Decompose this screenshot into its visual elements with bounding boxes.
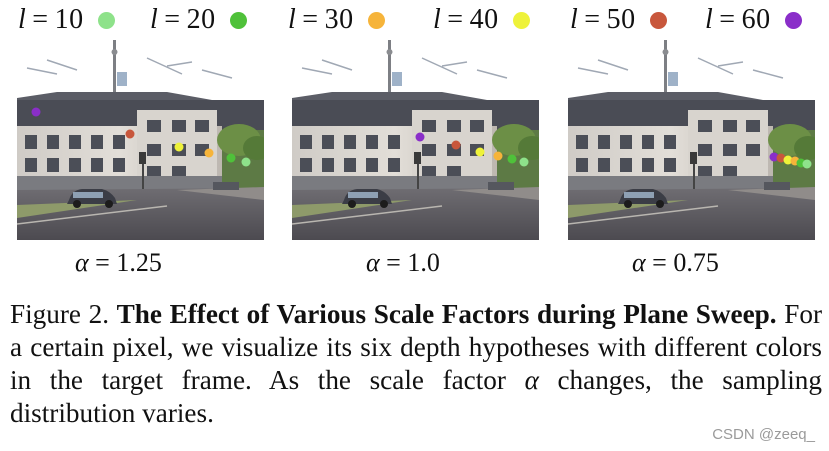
legend-var: l (288, 4, 297, 35)
hypothesis-l60 (769, 152, 779, 162)
alpha-eq: = (652, 248, 667, 277)
legend-eq: = (32, 4, 49, 35)
legend-item-l30: l = 30 (288, 4, 385, 36)
depth-hypothesis-legend: l = 10 l = 20 l = 30 l = 40 l = 50 l = 60 (0, 0, 829, 40)
caption-title: The Effect of Various Scale Factors duri… (116, 299, 777, 329)
legend-var: l (150, 4, 159, 35)
hypothesis-l30 (493, 151, 503, 161)
panel-alpha-1-25 (17, 40, 264, 240)
alpha-label: α = 1.0 (366, 248, 440, 278)
legend-eq: = (164, 4, 181, 35)
csdn-watermark: CSDN @zeeq_ (712, 426, 815, 443)
hypothesis-l20 (226, 153, 236, 163)
alpha-value: 1.25 (116, 248, 162, 277)
legend-value: 20 (186, 4, 216, 35)
alpha-eq: = (95, 248, 110, 277)
alpha-value: 1.0 (407, 248, 440, 277)
legend-item-l20: l = 20 (150, 4, 247, 36)
hypothesis-l40 (783, 155, 793, 165)
alpha-eq: = (386, 248, 401, 277)
street-scene-image (568, 40, 815, 240)
hypothesis-l20 (507, 154, 517, 164)
legend-value: 30 (324, 4, 354, 35)
hypothesis-l10 (802, 159, 812, 169)
hypothesis-l40 (475, 147, 485, 157)
hypothesis-l60 (415, 132, 425, 142)
alpha-value: 0.75 (673, 248, 719, 277)
legend-eq: = (719, 4, 736, 35)
alpha-symbol: α (366, 248, 380, 277)
legend-var: l (705, 4, 714, 35)
caption-body-1: For a certain pixel, we visualize its si… (10, 299, 822, 395)
legend-dot (784, 11, 802, 29)
legend-var: l (570, 4, 579, 35)
hypothesis-l40 (174, 142, 184, 152)
street-scene-image (292, 40, 539, 240)
legend-dot (649, 11, 667, 29)
alpha-symbol: α (75, 248, 89, 277)
figure-caption: Figure 2. The Effect of Various Scale Fa… (10, 298, 822, 430)
hypothesis-l10 (241, 157, 251, 167)
legend-eq: = (584, 4, 601, 35)
legend-var: l (433, 4, 442, 35)
street-scene-image (17, 40, 264, 240)
hypothesis-l50 (125, 129, 135, 139)
legend-eq: = (302, 4, 319, 35)
alpha-label: α = 0.75 (632, 248, 719, 278)
hypothesis-l10 (519, 157, 529, 167)
legend-dot (97, 11, 115, 29)
legend-var: l (18, 4, 27, 35)
legend-value: 50 (606, 4, 636, 35)
legend-dot (367, 11, 385, 29)
hypothesis-l30 (204, 148, 214, 158)
alpha-symbol: α (632, 248, 646, 277)
legend-value: 60 (741, 4, 771, 35)
legend-item-l60: l = 60 (705, 4, 802, 36)
alpha-label: α = 1.25 (75, 248, 162, 278)
hypothesis-l50 (776, 153, 786, 163)
legend-dot (512, 11, 530, 29)
legend-value: 40 (469, 4, 499, 35)
legend-eq: = (447, 4, 464, 35)
legend-dot (229, 11, 247, 29)
legend-value: 10 (54, 4, 84, 35)
legend-item-l50: l = 50 (570, 4, 667, 36)
legend-item-l10: l = 10 (18, 4, 115, 36)
hypothesis-l60 (31, 107, 41, 117)
panel-alpha-0-75 (568, 40, 815, 240)
legend-item-l40: l = 40 (433, 4, 530, 36)
caption-prefix: Figure 2. (10, 299, 117, 329)
hypothesis-l50 (451, 140, 461, 150)
caption-body-2: changes, the sampling distribution varie… (10, 365, 822, 428)
caption-alpha: α (524, 365, 539, 395)
panel-alpha-1-0 (292, 40, 539, 240)
